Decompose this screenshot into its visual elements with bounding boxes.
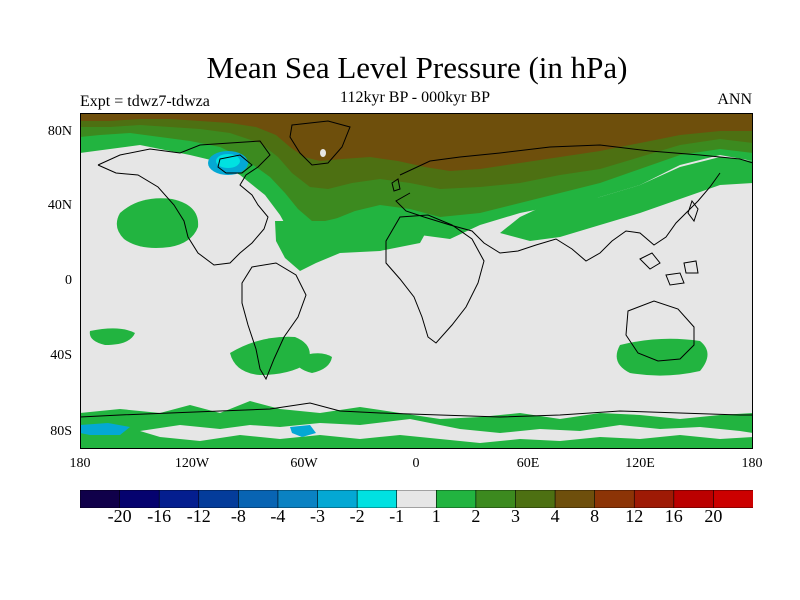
coast-antarctica bbox=[80, 402, 753, 418]
colorbar-label: -3 bbox=[310, 506, 325, 526]
green-south-atlantic-patch bbox=[295, 353, 332, 373]
green-atlantic-patch bbox=[275, 213, 430, 271]
x-tick-0: 0 bbox=[412, 456, 420, 471]
x-tick-120w: 120W bbox=[174, 456, 210, 471]
colorbar-label: -1 bbox=[389, 506, 405, 526]
coast-africa bbox=[385, 214, 485, 344]
plot-subtitle: 112kyr BP - 000kyr BP bbox=[340, 89, 490, 106]
antarctic-land-mask bbox=[140, 419, 753, 443]
cyan-weddell-anomaly bbox=[290, 425, 316, 437]
plot-title: Mean Sea Level Pressure (in hPa) bbox=[206, 50, 628, 85]
coast-hudson bbox=[217, 154, 253, 174]
coast-south-america bbox=[241, 262, 307, 381]
colorbar bbox=[80, 490, 753, 508]
y-tick-80s: 80S bbox=[50, 424, 72, 439]
experiment-label: Expt = tdwz7-tdwza bbox=[80, 93, 210, 110]
colorbar-label: 1 bbox=[431, 506, 441, 526]
y-tick-40s: 40S bbox=[50, 348, 72, 363]
season-label: ANN bbox=[717, 91, 752, 108]
colorbar-swatch bbox=[713, 490, 753, 508]
colorbar-label: 4 bbox=[550, 506, 560, 526]
coast-australia bbox=[625, 300, 695, 362]
x-tick-60w: 60W bbox=[290, 456, 318, 471]
colorbar-label: 3 bbox=[511, 506, 520, 526]
coast-islands-se-asia bbox=[639, 252, 699, 286]
green-south-america-patch bbox=[230, 336, 310, 375]
colorbar-label: -16 bbox=[147, 506, 172, 526]
cyan-hudson-core bbox=[216, 154, 240, 168]
map-frame bbox=[80, 113, 753, 449]
y-tick-40n: 40N bbox=[47, 198, 72, 213]
pressure-map bbox=[80, 113, 753, 449]
coast-north-america bbox=[97, 140, 271, 266]
y-tick-0: 0 bbox=[65, 273, 72, 288]
white-greenland-dot bbox=[320, 149, 326, 157]
mid-latitude-anomalies bbox=[80, 198, 753, 449]
x-tick-180e: 180 bbox=[741, 456, 763, 471]
coast-japan bbox=[687, 199, 699, 223]
coast-greenland bbox=[289, 120, 351, 166]
brown-band bbox=[80, 113, 753, 171]
cyan-ross-anomaly bbox=[80, 423, 130, 435]
colorbar-label: 20 bbox=[704, 506, 723, 526]
colorbar-label: 16 bbox=[664, 506, 683, 526]
colorbar-label: 12 bbox=[625, 506, 644, 526]
colorbar-label: -4 bbox=[270, 506, 286, 526]
green-south-pacific-patch bbox=[89, 328, 135, 345]
coast-uk bbox=[391, 178, 401, 192]
coast-europe-asia bbox=[395, 144, 753, 262]
x-tick-120e: 120E bbox=[625, 456, 655, 471]
coastlines bbox=[80, 120, 753, 418]
x-tick-180w: 180 bbox=[69, 456, 91, 471]
colorbar-label: 2 bbox=[471, 506, 481, 526]
colorbar-label: -12 bbox=[186, 506, 211, 526]
colorbar-label: -8 bbox=[230, 506, 246, 526]
green-band-east bbox=[500, 157, 753, 241]
x-tick-60e: 60E bbox=[516, 456, 540, 471]
colorbar-label: -20 bbox=[107, 506, 132, 526]
colorbar-label: 8 bbox=[590, 506, 600, 526]
y-tick-80n: 80N bbox=[47, 124, 72, 139]
colorbar-label: -2 bbox=[349, 506, 365, 526]
green-australia-patch bbox=[616, 338, 708, 376]
